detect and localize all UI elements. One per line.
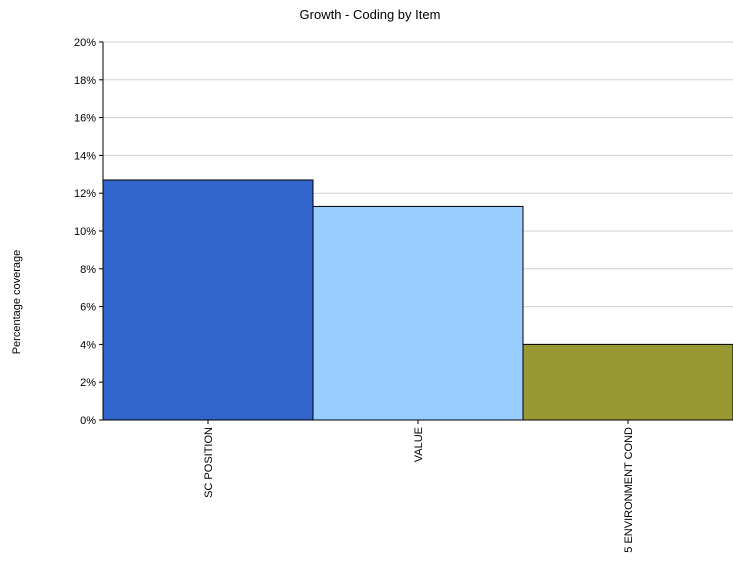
y-ticks: 0% 2% 4% 6% 8% 10% 12% 14% 16% 18% 20% <box>74 37 103 427</box>
y-tick-label: 10% <box>74 226 96 238</box>
bar-value <box>312 205 524 421</box>
x-category-label: VALUE <box>413 427 425 462</box>
bars <box>102 179 733 421</box>
y-tick-label: 2% <box>80 377 96 389</box>
y-tick-label: 14% <box>74 150 96 162</box>
y-tick-label: 4% <box>80 339 96 351</box>
y-tick-label: 18% <box>74 75 96 87</box>
x-category-label: 5 ENVIRONMENT COND <box>623 427 635 553</box>
y-tick-label: 0% <box>80 415 96 427</box>
bar-5-environment-cond <box>522 343 733 421</box>
x-category-label: SC POSITION <box>203 427 215 498</box>
category-labels: SC POSITION VALUE 5 ENVIRONMENT COND <box>203 420 635 553</box>
y-tick-label: 12% <box>74 188 96 200</box>
y-tick-label: 8% <box>80 264 96 276</box>
y-tick-label: 16% <box>74 113 96 125</box>
bar-sc-position <box>102 179 314 421</box>
chart-title: Growth - Coding by Item <box>300 7 441 22</box>
y-axis-label: Percentage coverage <box>11 250 23 355</box>
y-tick-label: 20% <box>74 37 96 49</box>
y-tick-label: 6% <box>80 302 96 314</box>
